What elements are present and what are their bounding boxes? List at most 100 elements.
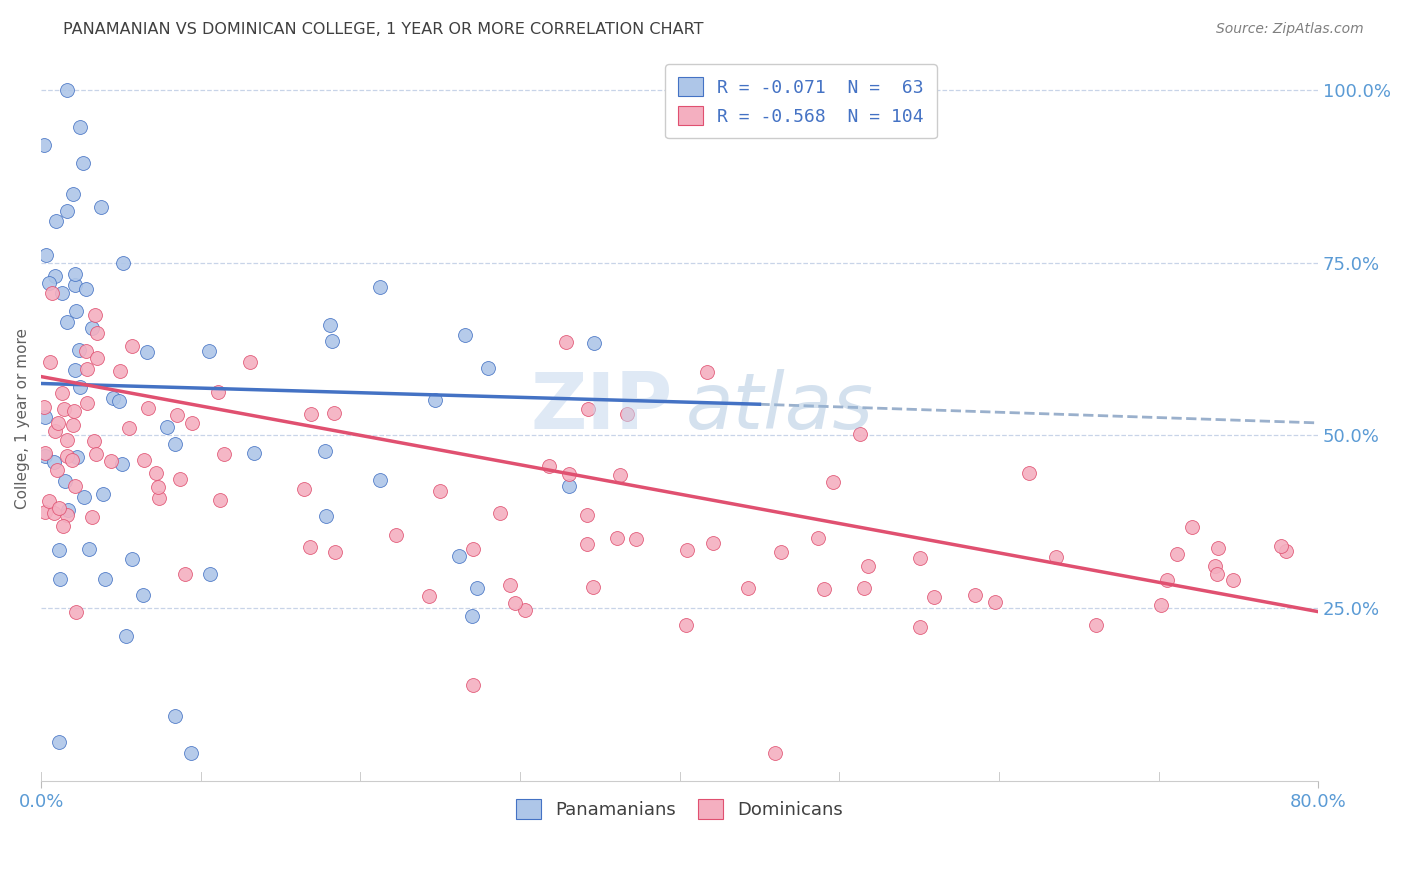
- Point: [319, 318, 342, 333]
- Point: [90, 200, 112, 214]
- Point: [606, 531, 628, 545]
- Point: [83, 434, 105, 448]
- Point: [63, 277, 86, 292]
- Point: [51, 385, 73, 400]
- Point: [963, 588, 986, 602]
- Point: [169, 472, 191, 486]
- Point: [558, 479, 581, 493]
- Point: [314, 443, 336, 458]
- Point: [34, 138, 56, 153]
- Point: [114, 629, 136, 643]
- Point: [34, 505, 56, 519]
- Point: [155, 419, 177, 434]
- Point: [763, 747, 786, 761]
- Point: [121, 552, 143, 566]
- Point: [67, 343, 90, 357]
- Point: [447, 549, 470, 564]
- Point: [429, 483, 451, 498]
- Point: [299, 540, 322, 554]
- Point: [76, 361, 98, 376]
- Point: [616, 408, 638, 422]
- Point: [1206, 541, 1229, 555]
- Point: [856, 559, 879, 574]
- Point: [908, 551, 931, 566]
- Point: [197, 344, 219, 359]
- Point: [93, 572, 115, 586]
- Point: [111, 457, 134, 471]
- Point: [1045, 550, 1067, 565]
- Point: [65, 268, 87, 282]
- Text: atlas: atlas: [686, 369, 875, 445]
- Point: [1275, 543, 1298, 558]
- Point: [852, 581, 875, 595]
- Point: [477, 360, 499, 375]
- Point: [1156, 573, 1178, 587]
- Point: [368, 474, 391, 488]
- Point: [86, 326, 108, 340]
- Point: [423, 393, 446, 408]
- Point: [56, 315, 79, 329]
- Point: [676, 543, 699, 558]
- Point: [34, 400, 56, 414]
- Point: [65, 605, 87, 619]
- Point: [1085, 618, 1108, 632]
- Point: [34, 248, 56, 262]
- Text: PANAMANIAN VS DOMINICAN COLLEGE, 1 YEAR OR MORE CORRELATION CHART: PANAMANIAN VS DOMINICAN COLLEGE, 1 YEAR …: [63, 22, 704, 37]
- Point: [200, 567, 222, 582]
- Point: [180, 417, 202, 431]
- Point: [62, 417, 84, 432]
- Point: [461, 678, 484, 692]
- Point: [214, 446, 236, 460]
- Point: [1206, 567, 1229, 582]
- Point: [107, 393, 129, 408]
- Point: [60, 452, 83, 467]
- Text: ZIP: ZIP: [531, 369, 673, 445]
- Point: [823, 475, 845, 489]
- Point: [807, 531, 830, 545]
- Point: [910, 620, 932, 634]
- Point: [924, 590, 946, 604]
- Point: [41, 286, 63, 301]
- Point: [209, 493, 232, 508]
- Point: [75, 282, 97, 296]
- Point: [1018, 466, 1040, 480]
- Point: [82, 510, 104, 524]
- Point: [77, 541, 100, 556]
- Point: [69, 120, 91, 134]
- Point: [165, 437, 187, 451]
- Point: [46, 416, 69, 430]
- Point: [44, 268, 66, 283]
- Point: [1204, 558, 1226, 573]
- Point: [146, 480, 169, 494]
- Point: [56, 502, 79, 516]
- Point: [38, 493, 60, 508]
- Y-axis label: College, 1 year or more: College, 1 year or more: [15, 327, 30, 508]
- Point: [538, 459, 561, 474]
- Point: [1222, 574, 1244, 588]
- Point: [813, 582, 835, 596]
- Point: [299, 407, 322, 421]
- Point: [48, 500, 70, 515]
- Point: [626, 533, 648, 547]
- Point: [243, 446, 266, 460]
- Point: [46, 463, 69, 477]
- Point: [63, 363, 86, 377]
- Point: [323, 545, 346, 559]
- Point: [73, 490, 96, 504]
- Text: Source: ZipAtlas.com: Source: ZipAtlas.com: [1216, 22, 1364, 37]
- Point: [34, 409, 56, 424]
- Point: [44, 507, 66, 521]
- Point: [132, 453, 155, 467]
- Point: [42, 455, 65, 469]
- Point: [370, 280, 392, 294]
- Point: [84, 447, 107, 461]
- Point: [1166, 547, 1188, 561]
- Point: [463, 541, 485, 556]
- Point: [503, 596, 526, 610]
- Point: [48, 543, 70, 558]
- Point: [576, 537, 599, 551]
- Point: [323, 406, 346, 420]
- Point: [62, 404, 84, 418]
- Point: [454, 328, 477, 343]
- Point: [1181, 520, 1204, 534]
